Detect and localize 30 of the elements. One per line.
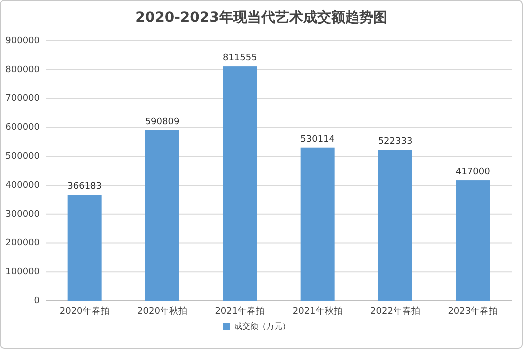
bar — [223, 66, 258, 301]
y-tick-label: 800000 — [6, 65, 40, 76]
x-tick-label: 2021年春拍 — [215, 306, 266, 317]
x-tick-label: 2021年秋拍 — [292, 306, 343, 317]
y-tick-label: 500000 — [6, 152, 40, 162]
x-tick-label: 2020年春拍 — [60, 306, 110, 317]
data-label: 522333 — [378, 137, 413, 148]
bar — [68, 195, 102, 301]
y-tick-label: 600000 — [6, 123, 40, 134]
y-tick-label: 900000 — [6, 36, 40, 46]
x-tick-label: 2020年秋拍 — [138, 306, 188, 317]
x-tick-label: 2022年春拍 — [370, 306, 420, 317]
y-tick-label: 200000 — [6, 238, 40, 249]
x-tick-label: 2023年春拍 — [448, 306, 498, 317]
bar — [300, 148, 335, 301]
y-tick-label: 100000 — [6, 268, 40, 278]
chart-title: 2020-2023年现当代艺术成交额趋势图 — [136, 9, 388, 26]
bar — [146, 130, 180, 301]
y-tick-label: 300000 — [6, 210, 40, 220]
bar — [378, 150, 412, 301]
y-tick-label: 0 — [34, 296, 40, 306]
data-label: 530114 — [300, 134, 336, 145]
data-label: 811555 — [222, 54, 258, 64]
bar — [456, 180, 490, 301]
y-tick-label: 700000 — [6, 94, 40, 104]
data-label: 590809 — [145, 117, 180, 128]
data-label: 417000 — [456, 168, 491, 178]
data-label: 366183 — [68, 182, 102, 192]
legend-label: 成交额（万元） — [234, 322, 290, 332]
y-tick-label: 400000 — [6, 180, 40, 191]
